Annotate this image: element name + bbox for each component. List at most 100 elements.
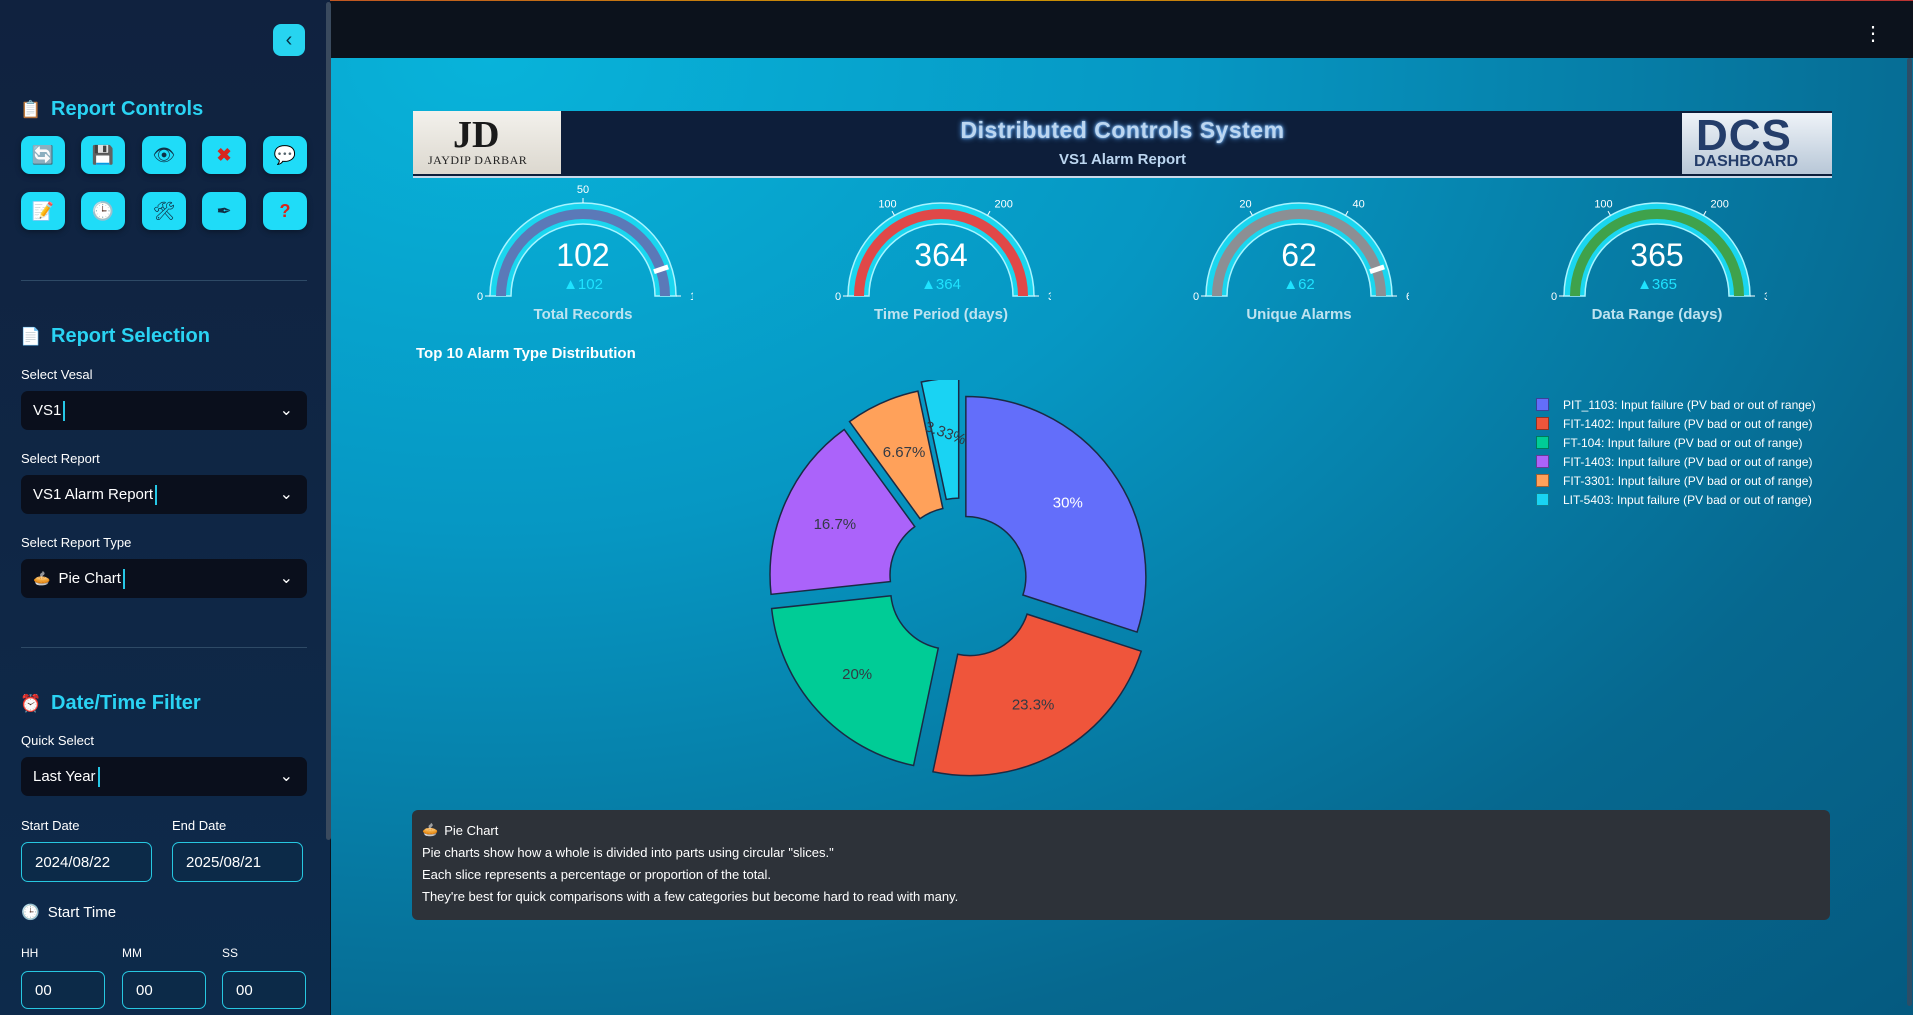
tools-icon: 🛠	[152, 200, 176, 221]
divider	[21, 280, 307, 281]
pie-slice-label: 16.7%	[814, 516, 857, 533]
save-button[interactable]: 💾	[81, 136, 125, 174]
hour-input[interactable]: 00	[21, 971, 105, 1009]
pie-slice	[770, 594, 940, 767]
ss-label: SS	[222, 946, 239, 960]
legend-item[interactable]: FIT-1403: Input failure (PV bad or out o…	[1536, 452, 1816, 471]
vessel-value: VS1	[33, 402, 62, 419]
top-accent-line	[0, 0, 1913, 1]
pie-slice-label: 23.3%	[1012, 697, 1055, 714]
gauge-tick-label: 0	[477, 291, 483, 303]
info-line-3: They're best for quick comparisons with …	[422, 889, 959, 904]
gauge-tick-label: 20	[1239, 198, 1251, 210]
legend-item[interactable]: PIT_1103: Input failure (PV bad or out o…	[1536, 395, 1816, 414]
report-controls-title: Report Controls	[51, 98, 204, 120]
legend-label: FIT-1403: Input failure (PV bad or out o…	[1563, 454, 1813, 469]
pie-slice-label: 6.67%	[883, 444, 926, 461]
edit-button[interactable]: ✒	[202, 192, 246, 230]
pie-slice	[965, 395, 1147, 634]
gauge-value: 364	[914, 237, 967, 273]
datetime-filter-heading: ⏰ Date/Time Filter	[20, 692, 200, 715]
legend-item[interactable]: FT-104: Input failure (PV bad or out of …	[1536, 433, 1816, 452]
comment-icon: 💬	[273, 144, 297, 165]
jaydip-darbar-logo: JD JAYDIP DARBAR	[413, 111, 561, 174]
quick-select-label: Quick Select	[21, 733, 94, 748]
gauge-tick-label: 0	[1193, 291, 1199, 303]
info-line-2: Each slice represents a percentage or pr…	[422, 867, 772, 882]
refresh-icon: 🔄	[31, 144, 55, 165]
legend-swatch	[1536, 417, 1549, 430]
end-date-value: 2025/08/21	[186, 853, 262, 871]
sidebar-scrollbar[interactable]	[326, 2, 331, 840]
chart-info-panel: 🥧 Pie Chart Pie charts show how a whole …	[412, 810, 1830, 920]
chart-legend: PIT_1103: Input failure (PV bad or out o…	[1536, 395, 1816, 509]
refresh-button[interactable]: 🔄	[21, 136, 65, 174]
dcs-dashboard-logo: DCS DASHBOARD	[1682, 111, 1832, 174]
second-input[interactable]: 00	[222, 971, 306, 1009]
clear-button[interactable]: ✖	[202, 136, 246, 174]
dashboard-title: Distributed Controls System	[960, 117, 1285, 143]
gauge-tick-label: 0	[835, 291, 841, 303]
legend-swatch	[1536, 493, 1549, 506]
collapse-sidebar-button[interactable]: ‹	[273, 24, 305, 56]
report-type-select[interactable]: 🥧 Pie Chart ⌄	[21, 559, 307, 598]
start-date-input[interactable]: 2024/08/22	[21, 842, 152, 882]
schedule-button[interactable]: 🕒	[81, 192, 125, 230]
end-date-input[interactable]: 2025/08/21	[172, 842, 303, 882]
save-icon: 💾	[91, 144, 115, 165]
kebab-menu-icon[interactable]: ⋮	[1863, 23, 1883, 45]
legend-swatch	[1536, 398, 1549, 411]
legend-label: FT-104: Input failure (PV bad or out of …	[1563, 435, 1803, 450]
main-scrollbar[interactable]	[1907, 58, 1912, 1006]
mm-label: MM	[122, 946, 142, 960]
minute-input[interactable]: 00	[122, 971, 206, 1009]
gauge-delta: ▲62	[1283, 276, 1315, 293]
notes-icon: 📝	[31, 200, 55, 221]
comment-button[interactable]: 💬	[263, 136, 307, 174]
legend-item[interactable]: LIT-5403: Input failure (PV bad or out o…	[1536, 490, 1816, 509]
gauge-tick-label: 100	[1594, 198, 1612, 210]
dashboard-subtitle: VS1 Alarm Report	[1059, 151, 1186, 168]
quick-select[interactable]: Last Year ⌄	[21, 757, 307, 796]
gauge-delta: ▲364	[921, 276, 961, 293]
gauge-3: 0 100 200 300 365 ▲365	[1547, 180, 1782, 330]
gauge-delta: ▲365	[1637, 276, 1677, 293]
pie-slice	[920, 380, 960, 501]
sidebar: ‹ 📋 Report Controls 🔄 💾 👁 ✖ 💬 📝 🕒 🛠 ✒ ? …	[0, 0, 330, 1015]
legend-swatch	[1536, 436, 1549, 449]
logo-dcs-text: DCS	[1696, 111, 1792, 160]
chart-title: Top 10 Alarm Type Distribution	[416, 345, 636, 362]
legend-item[interactable]: FIT-1402: Input failure (PV bad or out o…	[1536, 414, 1816, 433]
legend-label: LIT-5403: Input failure (PV bad or out o…	[1563, 492, 1812, 507]
info-line-1: Pie charts show how a whole is divided i…	[422, 845, 834, 860]
help-button[interactable]: ?	[263, 192, 307, 230]
vessel-select[interactable]: VS1 ⌄	[21, 391, 307, 430]
dashboard-banner: JD JAYDIP DARBAR Distributed Controls Sy…	[413, 111, 1832, 178]
view-button[interactable]: 👁	[142, 136, 186, 174]
gauge-tick-label: 0	[1551, 291, 1557, 303]
tools-button[interactable]: 🛠	[142, 192, 186, 230]
report-selection-heading: 📄 Report Selection	[20, 325, 210, 348]
legend-item[interactable]: FIT-3301: Input failure (PV bad or out o…	[1536, 471, 1816, 490]
report-type-label: Select Report Type	[21, 535, 132, 550]
notes-button[interactable]: 📝	[21, 192, 65, 230]
legend-label: PIT_1103: Input failure (PV bad or out o…	[1563, 397, 1816, 412]
report-value: VS1 Alarm Report	[33, 486, 154, 503]
gauge-value: 365	[1630, 237, 1683, 273]
report-select[interactable]: VS1 Alarm Report ⌄	[21, 475, 307, 514]
gauge-title: Unique Alarms	[1246, 306, 1352, 323]
gauge-tick-label: 100	[878, 198, 896, 210]
logo-name: JAYDIP DARBAR	[428, 153, 528, 167]
start-time-label: Start Time	[47, 903, 117, 921]
report-label: Select Report	[21, 451, 100, 466]
gauge-tick-label: 200	[1711, 198, 1729, 210]
logo-dashboard-text: DASHBOARD	[1694, 153, 1798, 170]
pie-slice-label: 20%	[842, 666, 872, 683]
hh-label: HH	[21, 946, 39, 960]
chevron-down-icon: ⌄	[279, 402, 293, 419]
clock-icon: 🕒	[91, 200, 115, 221]
gauge-tick-label: 300	[1764, 291, 1767, 303]
start-time-heading: 🕒 Start Time	[21, 903, 117, 922]
legend-label: FIT-1402: Input failure (PV bad or out o…	[1563, 416, 1813, 431]
pie-slice	[848, 390, 944, 520]
